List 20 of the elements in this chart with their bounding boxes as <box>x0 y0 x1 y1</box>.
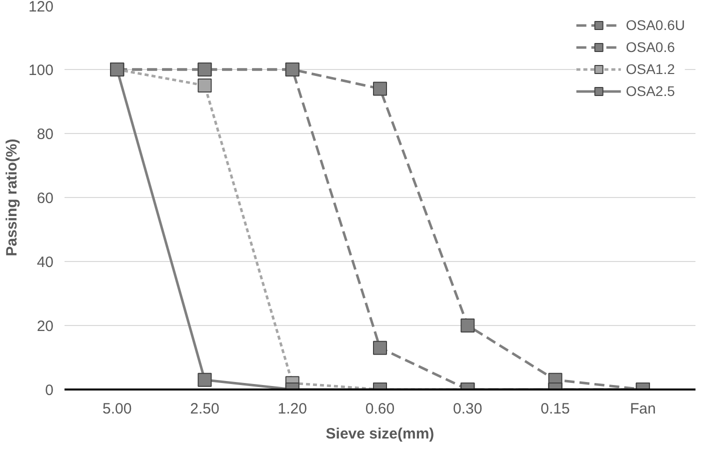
legend-label: OSA0.6 <box>626 39 675 55</box>
y-axis-title: Passing ratio(%) <box>3 138 20 256</box>
x-tick-label: 1.20 <box>278 400 307 418</box>
x-tick-label: Fan <box>630 400 656 418</box>
legend-label: OSA2.5 <box>626 83 675 99</box>
y-tick-label: 120 <box>28 0 54 16</box>
x-tick-label: 2.50 <box>190 400 220 418</box>
x-axis-title: Sieve size(mm) <box>326 426 434 442</box>
x-tick-label: 5.00 <box>102 400 132 418</box>
y-tick-label: 60 <box>36 190 54 207</box>
y-tick-label: 40 <box>36 254 54 271</box>
legend-label: OSA0.6U <box>626 17 685 33</box>
legend-label: OSA1.2 <box>626 61 675 77</box>
y-tick-label: 80 <box>36 126 54 143</box>
x-tick-label: 0.60 <box>365 400 395 418</box>
x-tick-label: 0.30 <box>453 400 482 418</box>
y-tick-label: 0 <box>45 382 54 399</box>
y-tick-label: 100 <box>28 62 54 79</box>
y-tick-label: 20 <box>36 318 54 335</box>
x-tick-label: 0.15 <box>540 400 570 418</box>
